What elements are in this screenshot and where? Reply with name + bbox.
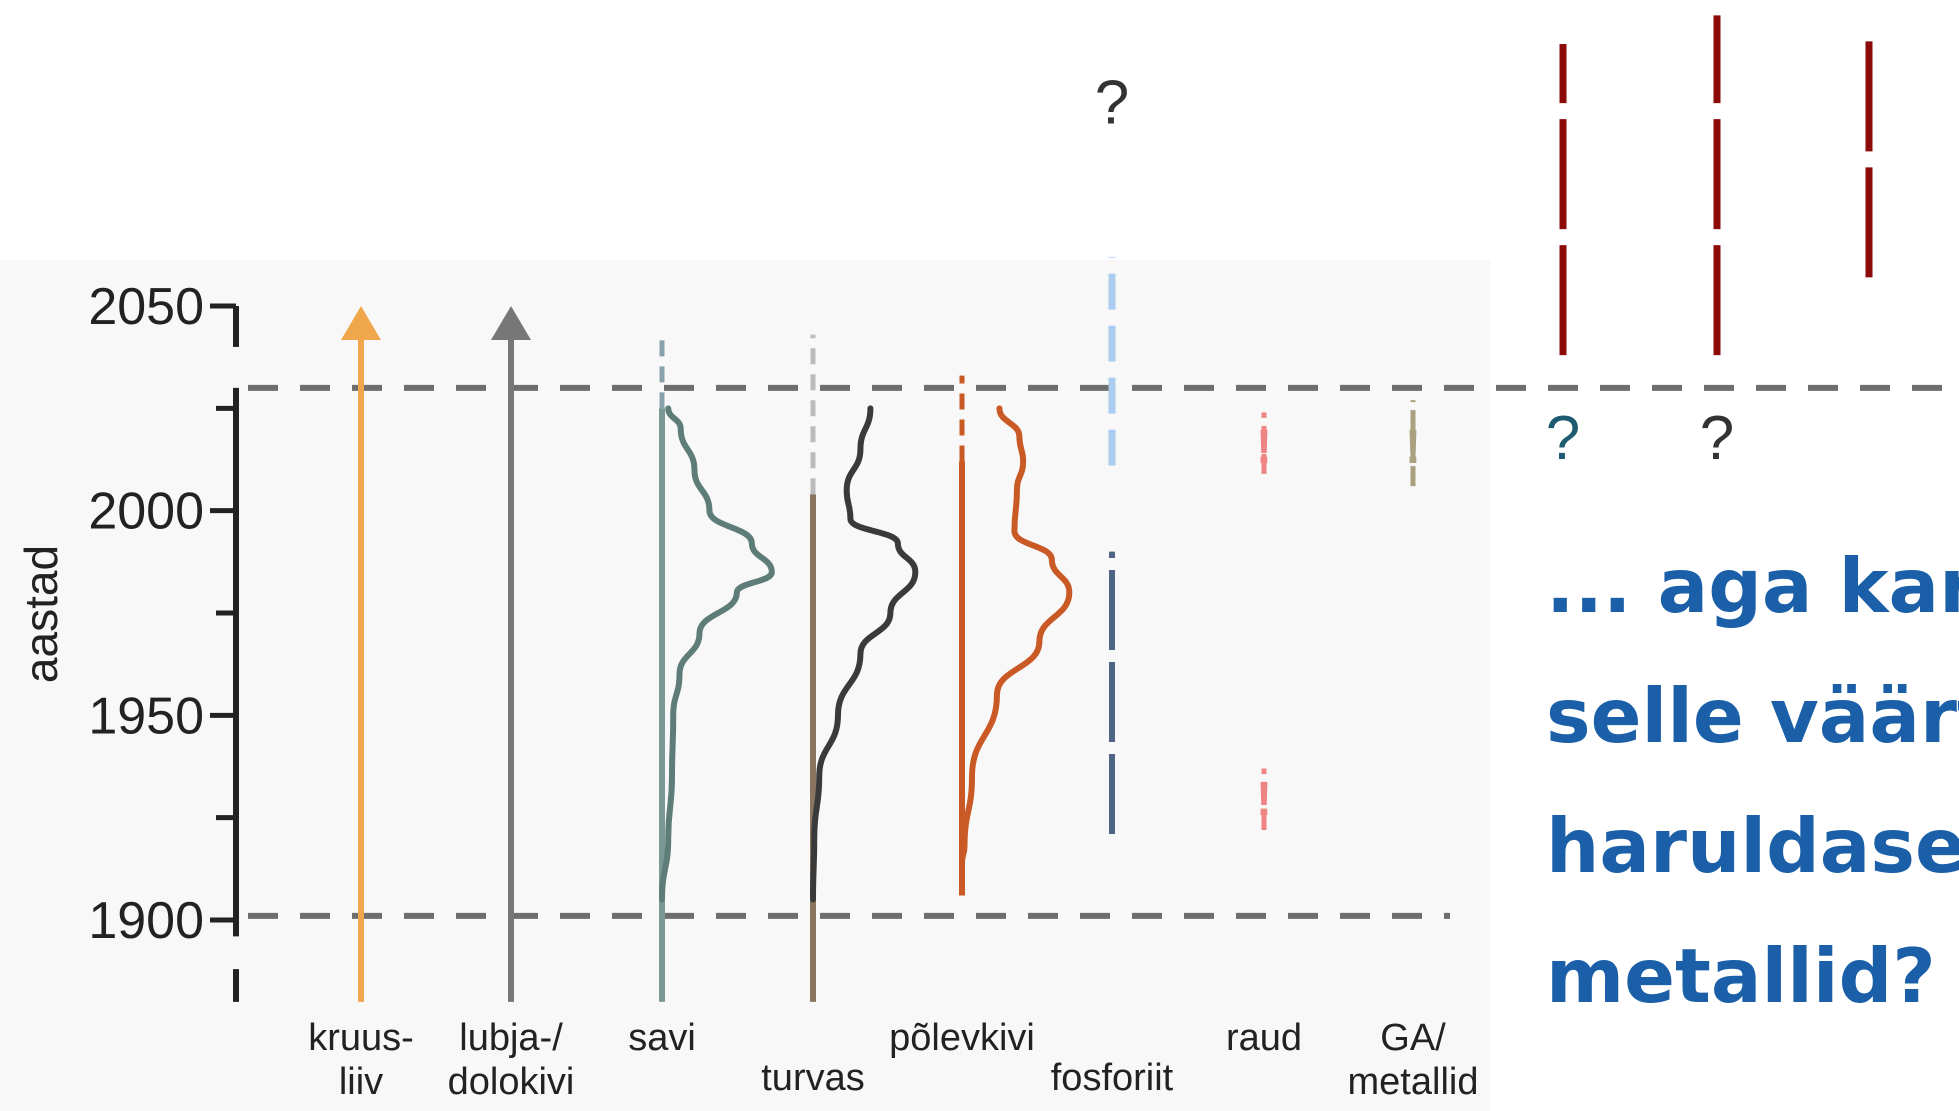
- q-red-1: ?: [1546, 404, 1580, 473]
- excl-raud-upper: !: [1256, 421, 1272, 474]
- category-label-line: fosforiit: [1051, 1057, 1174, 1099]
- category-labels: kruus-liiv lubja-/dolokivi savi turvas põlev…: [308, 1017, 1478, 1103]
- category-label-line: savi: [628, 1017, 696, 1059]
- category-label-line: põlevkivi: [889, 1017, 1035, 1059]
- category-label-line: metallid: [1348, 1061, 1479, 1103]
- category-label: turvas: [761, 1057, 864, 1099]
- annotations-layer: ???!!!: [1095, 68, 1734, 826]
- series-kruus: [341, 306, 381, 1002]
- q-red-2: ?: [1700, 404, 1734, 473]
- series-layer: [341, 15, 1873, 1002]
- category-label: fosforiit: [1051, 1057, 1174, 1099]
- q-fosforiit: ?: [1095, 68, 1129, 137]
- category-label-line: raud: [1226, 1017, 1302, 1059]
- category-label: raud: [1226, 1017, 1302, 1059]
- category-label-line: liiv: [339, 1061, 383, 1103]
- series-turvas: [810, 334, 919, 1002]
- category-label: GA/metallid: [1348, 1017, 1479, 1103]
- production-curve: [659, 405, 775, 903]
- excl-ga: !: [1405, 421, 1421, 474]
- category-label-line: dolokivi: [448, 1061, 575, 1103]
- reference-lines: [248, 384, 1959, 919]
- production-curve: [810, 405, 919, 903]
- callout-text: ... aga karb selle väärtu haruldased metall…: [1546, 542, 1959, 1020]
- excl-raud-lower: !: [1256, 773, 1272, 826]
- production-curve: [959, 405, 1073, 866]
- y-axis: 1900 1950 2000 2050: [88, 278, 239, 1002]
- series-lubja: [491, 306, 531, 1002]
- callout-line: metallid?: [1546, 932, 1936, 1020]
- tick-label-2050: 2050: [88, 278, 204, 336]
- category-label: kruus-liiv: [308, 1017, 414, 1103]
- category-label: savi: [628, 1017, 696, 1059]
- y-axis-title: aastad: [15, 545, 67, 683]
- category-label-line: lubja-/: [459, 1017, 563, 1059]
- callout-line: selle väärtu: [1546, 672, 1959, 760]
- tick-label-2000: 2000: [88, 483, 204, 541]
- category-label-line: kruus-: [308, 1017, 414, 1059]
- tick-label-1950: 1950: [88, 687, 204, 745]
- callout-line: ... aga karb: [1546, 542, 1959, 630]
- category-label-line: turvas: [761, 1057, 864, 1099]
- category-label-line: GA/: [1380, 1017, 1446, 1059]
- category-label: põlevkivi: [889, 1017, 1035, 1059]
- series-savi: [659, 334, 775, 1002]
- plot-background: [0, 260, 1490, 1111]
- series-põlevkivi: [959, 375, 1073, 896]
- arrow-head: [491, 306, 531, 340]
- arrow-head: [341, 306, 381, 340]
- category-label: lubja-/dolokivi: [448, 1017, 575, 1103]
- tick-label-1900: 1900: [88, 892, 204, 950]
- callout-line: haruldased: [1546, 802, 1959, 890]
